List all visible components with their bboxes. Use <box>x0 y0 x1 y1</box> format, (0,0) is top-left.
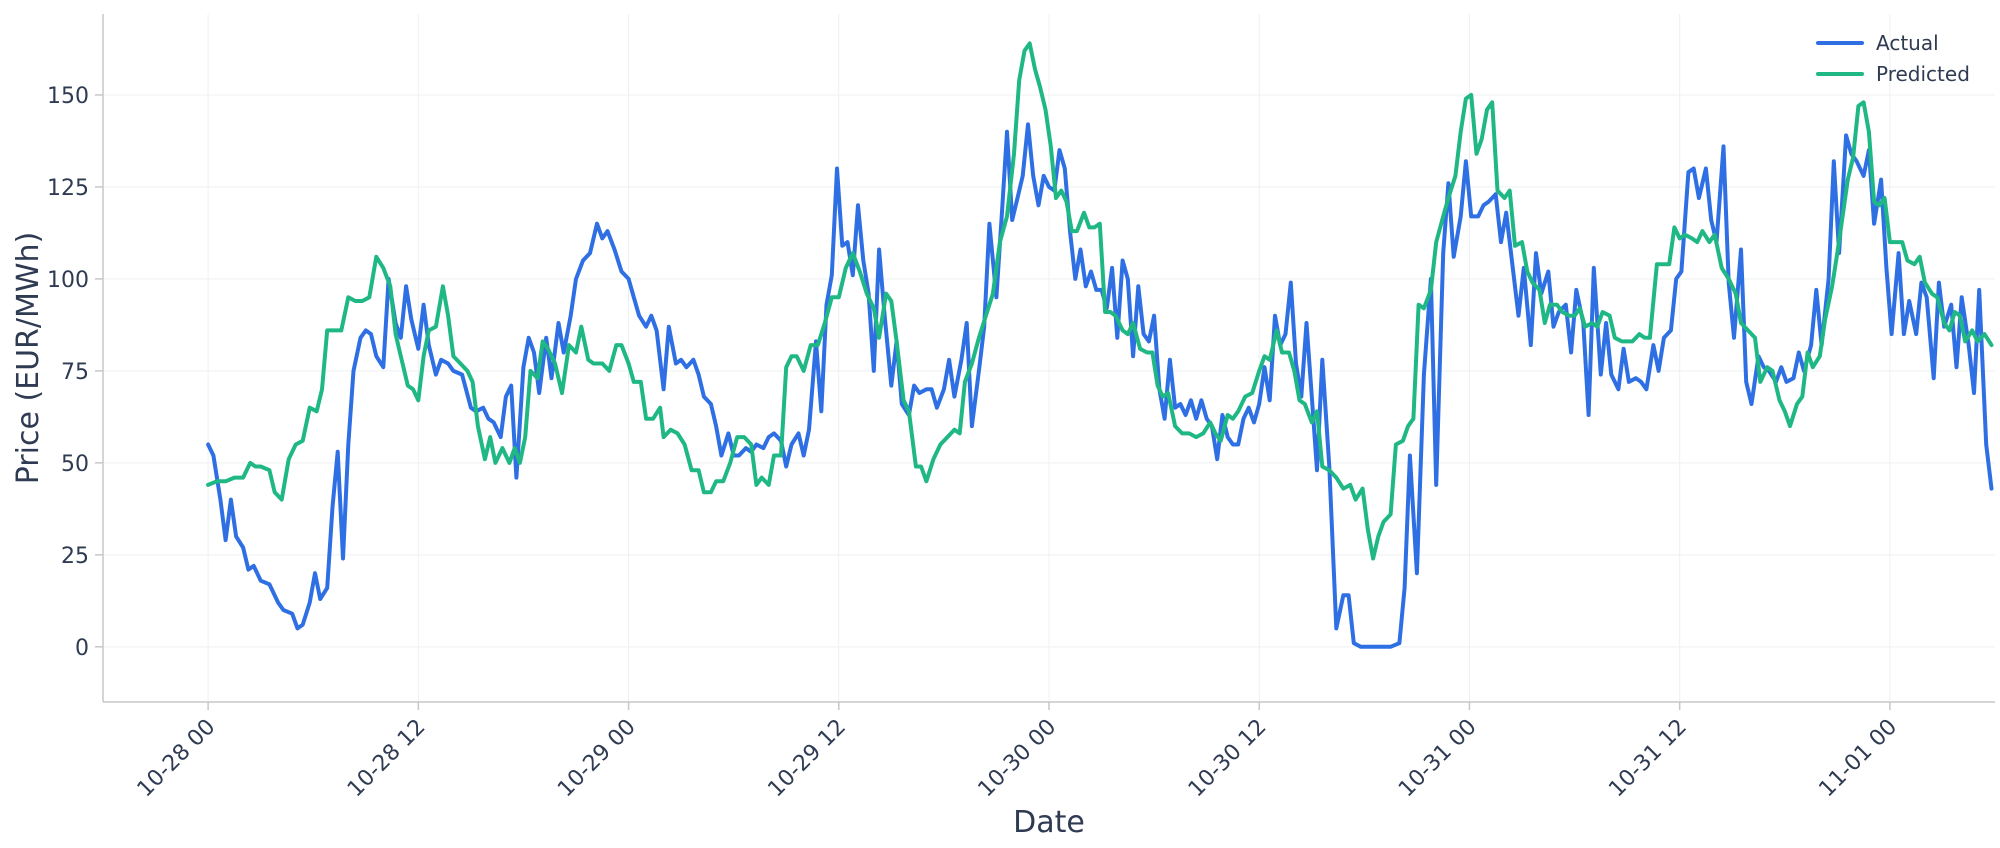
y-tick-label: 50 <box>61 452 89 477</box>
y-tick-label: 75 <box>61 360 89 385</box>
grid <box>103 14 1995 702</box>
y-tick-label: 125 <box>47 176 89 201</box>
x-tick-label: 10-30 00 <box>974 715 1062 803</box>
x-tick-label: 10-29 00 <box>553 715 641 803</box>
y-tick-label: 0 <box>75 636 89 661</box>
x-tick-label: 10-28 00 <box>133 715 221 803</box>
ticks: 0 25 50 75 100 125 150 10-28 00 10-28 12 10-29 00… <box>47 84 1902 802</box>
y-tick-label: 150 <box>47 84 89 109</box>
y-tick-label: 25 <box>61 544 89 569</box>
legend: Actual Predicted <box>1816 31 1970 86</box>
series-lines <box>206 41 1994 649</box>
legend-label-actual: Actual <box>1876 31 1939 55</box>
x-tick-label: 10-29 12 <box>763 715 851 803</box>
x-tick-label: 11-01 00 <box>1815 715 1903 803</box>
x-tick-label: 10-30 12 <box>1184 715 1272 803</box>
x-tick-label: 10-31 12 <box>1604 715 1692 803</box>
legend-label-predicted: Predicted <box>1876 62 1970 86</box>
y-axis-title: Price (EUR/MWh) <box>11 232 46 485</box>
x-tick-label: 10-31 00 <box>1394 715 1482 803</box>
y-tick-label: 100 <box>47 268 89 293</box>
series-line-predicted <box>206 41 1994 561</box>
series-line-actual <box>206 122 1994 649</box>
x-axis-title: Date <box>1013 805 1085 840</box>
x-tick-label: 10-28 12 <box>343 715 431 803</box>
